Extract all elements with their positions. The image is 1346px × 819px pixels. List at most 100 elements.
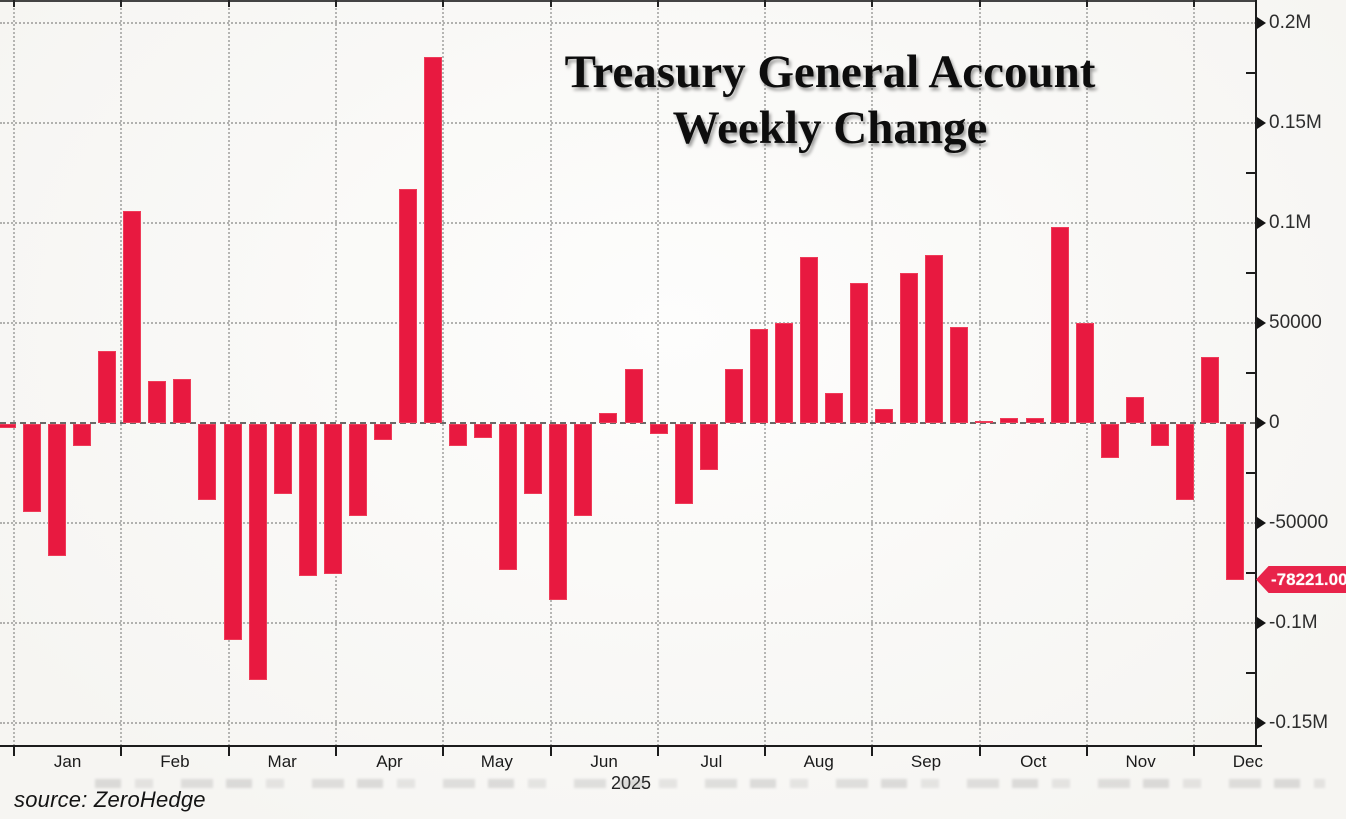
x-axis-month-tick <box>13 747 15 756</box>
top-border-tick <box>549 0 552 7</box>
bar[interactable] <box>348 424 367 516</box>
bar[interactable] <box>699 424 718 470</box>
bar[interactable] <box>1025 418 1044 423</box>
bar[interactable] <box>900 273 919 423</box>
bar[interactable] <box>549 424 568 600</box>
bar[interactable] <box>499 424 518 570</box>
y-axis-tick-arrow <box>1257 417 1266 429</box>
bar[interactable] <box>474 424 493 438</box>
x-axis-month-tick <box>978 747 981 756</box>
chart-title-line1: Treasury General Account <box>564 46 1096 98</box>
bar[interactable] <box>724 369 743 423</box>
h-gridline <box>0 522 1256 524</box>
bar[interactable] <box>0 424 16 428</box>
y-axis-label: 0.2M <box>1269 12 1312 33</box>
top-border-tick <box>120 0 123 7</box>
y-axis-label: -0.15M <box>1269 712 1329 733</box>
bar[interactable] <box>323 424 342 574</box>
bar[interactable] <box>449 424 468 446</box>
top-border-tick <box>871 0 874 7</box>
bar[interactable] <box>48 424 67 556</box>
bar[interactable] <box>574 424 593 516</box>
bar[interactable] <box>950 327 969 423</box>
bar[interactable] <box>624 369 643 423</box>
v-gridline <box>442 0 445 746</box>
bar[interactable] <box>248 424 267 680</box>
bar[interactable] <box>975 421 994 423</box>
bar[interactable] <box>1050 227 1069 423</box>
bar[interactable] <box>674 424 693 504</box>
bar[interactable] <box>398 189 417 423</box>
month-label: Nov <box>1125 752 1156 771</box>
bar[interactable] <box>273 424 292 494</box>
month-label: Dec <box>1232 752 1263 771</box>
bar[interactable] <box>73 424 92 446</box>
bar[interactable] <box>1150 424 1169 446</box>
bar[interactable] <box>298 424 317 576</box>
bar[interactable] <box>1100 424 1119 458</box>
v-gridline <box>549 0 552 746</box>
bar[interactable] <box>925 255 944 423</box>
h-gridline <box>0 222 1256 224</box>
bar[interactable] <box>774 323 793 423</box>
bar[interactable] <box>1075 323 1094 423</box>
bar[interactable] <box>23 424 42 512</box>
bar[interactable] <box>223 424 242 640</box>
bar[interactable] <box>524 424 543 494</box>
bar[interactable] <box>1200 357 1219 423</box>
top-border-tick <box>764 0 767 7</box>
bar[interactable] <box>599 413 618 423</box>
bar[interactable] <box>98 351 117 423</box>
bar[interactable] <box>1175 424 1194 500</box>
y-axis-tick-arrow <box>1257 517 1266 529</box>
source-attribution: source: ZeroHedge <box>14 787 206 812</box>
y-axis-label: 50000 <box>1269 312 1322 333</box>
v-gridline <box>1193 0 1196 746</box>
bar[interactable] <box>875 409 894 423</box>
x-axis-month-tick <box>871 747 874 756</box>
month-label: Apr <box>376 752 403 771</box>
chart-title: Treasury General Account Weekly Change <box>470 44 1190 157</box>
top-border-tick <box>13 0 15 7</box>
top-border-tick <box>978 0 981 7</box>
bar[interactable] <box>825 393 844 423</box>
y-axis-tick-arrow <box>1257 217 1266 229</box>
v-gridline <box>334 0 337 746</box>
bar[interactable] <box>649 424 668 434</box>
bar[interactable] <box>1125 397 1144 423</box>
y-axis-minor-tick <box>1246 572 1255 574</box>
bar[interactable] <box>148 381 167 423</box>
x-axis-month-tick <box>549 747 552 756</box>
v-gridline <box>227 0 230 746</box>
bar[interactable] <box>424 57 443 423</box>
y-axis-tick-arrow <box>1257 717 1266 729</box>
plot-top-border <box>0 0 1256 2</box>
bar[interactable] <box>173 379 192 423</box>
y-axis-minor-tick <box>1246 172 1255 174</box>
top-border-tick <box>1086 0 1088 7</box>
bar[interactable] <box>1000 418 1019 423</box>
y-axis-minor-tick <box>1246 472 1255 474</box>
x-axis-month-tick <box>1193 747 1196 756</box>
v-gridline <box>120 0 123 746</box>
y-axis-tick-arrow <box>1257 317 1266 329</box>
bar[interactable] <box>1226 424 1244 581</box>
y-axis-tick-arrow <box>1257 117 1266 129</box>
x-axis-month-tick <box>334 747 337 756</box>
y-axis-label: 0.1M <box>1269 212 1312 233</box>
bar[interactable] <box>198 424 217 500</box>
bar[interactable] <box>123 211 142 423</box>
month-label: Aug <box>803 752 834 771</box>
y-axis-minor-tick <box>1246 272 1255 274</box>
y-axis-tick-arrow <box>1257 617 1266 629</box>
bar[interactable] <box>799 257 818 423</box>
x-axis-line <box>0 745 1262 747</box>
y-axis-minor-tick <box>1246 672 1255 674</box>
bar[interactable] <box>749 329 768 423</box>
top-border-tick <box>227 0 230 7</box>
plot-area <box>0 0 1256 746</box>
bar[interactable] <box>373 424 392 440</box>
bar[interactable] <box>850 283 869 423</box>
v-gridline <box>978 0 981 746</box>
